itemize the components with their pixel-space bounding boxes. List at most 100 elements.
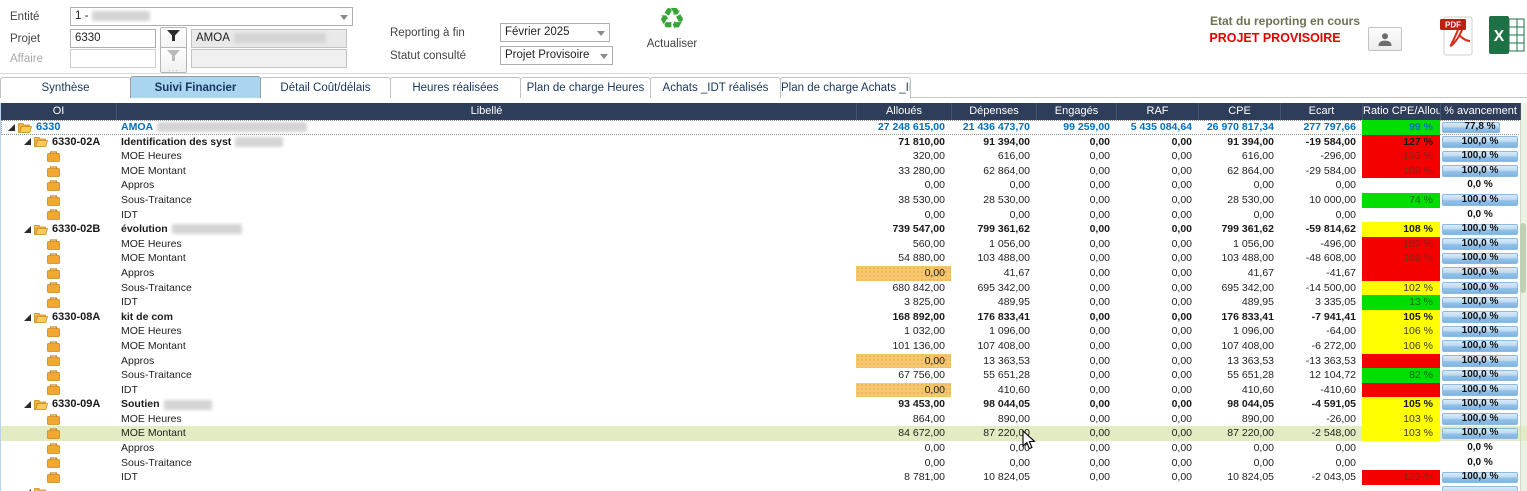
avancement-cell[interactable]: 0,0 % (1440, 208, 1520, 223)
cell-cpe[interactable]: 799 361,62 (1198, 222, 1280, 237)
cell-depenses[interactable]: 616,00 (951, 149, 1036, 164)
libelle-cell[interactable]: IDT (116, 470, 856, 485)
scrollbar-track[interactable] (1520, 456, 1527, 471)
avancement-cell[interactable]: 100,0 % (1440, 251, 1520, 266)
cell-ecart[interactable]: -410,60 (1280, 383, 1362, 398)
avancement-cell[interactable]: 100,0 % (1440, 412, 1520, 427)
cell-depenses[interactable]: 21 436 473,70 (951, 120, 1036, 135)
cell-engages[interactable]: 0,00 (1036, 441, 1116, 456)
cell-ecart[interactable]: -14 500,00 (1280, 281, 1362, 296)
oi-cell[interactable] (1, 470, 116, 485)
cell-engages[interactable]: 0,00 (1036, 178, 1116, 193)
cell-raf[interactable]: 0,00 (1116, 383, 1198, 398)
table-row[interactable]: 6330-02AIdentification des syst71 810,00… (1, 135, 1527, 150)
libelle-cell[interactable]: MOE Montant (116, 339, 856, 354)
ratio-cell[interactable]: 189 % (1362, 237, 1440, 252)
scrollbar-track[interactable] (1520, 295, 1527, 310)
cell-alloues[interactable]: 38 530,00 (856, 193, 951, 208)
oi-cell[interactable] (1, 295, 116, 310)
cell-engages[interactable]: 0,00 (1036, 149, 1116, 164)
cell-cpe[interactable]: 1 056,00 (1198, 237, 1280, 252)
oi-cell[interactable] (1, 485, 116, 491)
ratio-cell[interactable] (1362, 456, 1440, 471)
cell-depenses[interactable]: 55 651,28 (951, 368, 1036, 383)
cell-depenses[interactable]: 62 864,00 (951, 164, 1036, 179)
avancement-cell[interactable]: 77,8 % (1440, 120, 1520, 135)
cell-raf[interactable]: 0,00 (1116, 193, 1198, 208)
oi-cell[interactable] (1, 441, 116, 456)
cell-engages[interactable]: 0,00 (1036, 310, 1116, 325)
table-row[interactable]: Appros0,000,000,000,000,000,000,0 % (1, 441, 1527, 456)
cell-raf[interactable]: 0,00 (1116, 354, 1198, 369)
ratio-cell[interactable]: 99 % (1362, 120, 1440, 135)
cell-ecart[interactable]: -6 272,00 (1280, 339, 1362, 354)
oi-cell[interactable]: 6330 (1, 120, 116, 135)
scrollbar-track[interactable] (1520, 103, 1527, 120)
cell-depenses[interactable]: 28 530,00 (951, 193, 1036, 208)
table-row[interactable]: IDT8 781,0010 824,050,000,0010 824,05-2 … (1, 470, 1527, 485)
cell-ecart[interactable]: -41,67 (1280, 266, 1362, 281)
scrollbar-track[interactable] (1520, 164, 1527, 179)
table-row[interactable]: IDT0,000,000,000,000,000,000,0 % (1, 208, 1527, 223)
libelle-cell[interactable]: évolution (116, 222, 856, 237)
oi-cell[interactable] (1, 164, 116, 179)
cell-engages[interactable]: 0,00 (1036, 251, 1116, 266)
cell-ecart[interactable]: -26,00 (1280, 412, 1362, 427)
ratio-cell[interactable]: 82 % (1362, 368, 1440, 383)
cell-depenses[interactable]: 87 220,00 (951, 426, 1036, 441)
table-row[interactable]: IDT3 825,00489,950,000,00489,953 335,051… (1, 295, 1527, 310)
reporting-select[interactable]: Février 2025 (500, 23, 610, 42)
cell-cpe[interactable]: 10 824,05 (1198, 470, 1280, 485)
cell-alloues[interactable]: 93 453,00 (856, 397, 951, 412)
cell-cpe[interactable]: 489,95 (1198, 295, 1280, 310)
cell-cpe[interactable]: 98 044,05 (1198, 397, 1280, 412)
cell-ecart[interactable]: -2 043,05 (1280, 470, 1362, 485)
libelle-cell[interactable]: MOE Montant (116, 164, 856, 179)
cell-depenses[interactable]: 0,00 (951, 208, 1036, 223)
avancement-cell[interactable]: 100,0 % (1440, 222, 1520, 237)
oi-cell[interactable] (1, 383, 116, 398)
column-header-allou-s[interactable]: Alloués (856, 103, 951, 120)
ratio-cell[interactable]: 106 % (1362, 324, 1440, 339)
cell-depenses[interactable]: 176 833,41 (951, 310, 1036, 325)
oi-cell[interactable] (1, 426, 116, 441)
table-row[interactable]: 6330-08Akit de com168 892,00176 833,410,… (1, 310, 1527, 325)
cell-engages[interactable]: 0,00 (1036, 412, 1116, 427)
table-row[interactable]: Sous-Traitance67 756,0055 651,280,000,00… (1, 368, 1527, 383)
oi-cell[interactable] (1, 368, 116, 383)
scrollbar-track[interactable] (1520, 397, 1527, 412)
cell-alloues[interactable]: 3 825,00 (856, 295, 951, 310)
ratio-cell[interactable] (1362, 383, 1440, 398)
table-row[interactable]: MOE Heures560,001 056,000,000,001 056,00… (1, 237, 1527, 252)
oi-cell[interactable] (1, 412, 116, 427)
cell-alloues[interactable]: 71 810,00 (856, 135, 951, 150)
ratio-cell[interactable]: 123 % (1362, 470, 1440, 485)
column-header-cpe[interactable]: CPE (1198, 103, 1280, 120)
avancement-cell[interactable]: 100,0 % (1440, 324, 1520, 339)
cell-depenses[interactable]: 41,67 (951, 266, 1036, 281)
cell-engages[interactable]: 0,00 (1036, 397, 1116, 412)
cell-cpe[interactable]: 176 833,41 (1198, 310, 1280, 325)
cell-depenses[interactable]: 0,00 (951, 456, 1036, 471)
avancement-cell[interactable]: 100,0 % (1440, 295, 1520, 310)
cell-cpe[interactable]: 695 342,00 (1198, 281, 1280, 296)
column-header-libell-[interactable]: Libellé (116, 103, 856, 120)
libelle-cell[interactable]: Sous-Traitance (116, 368, 856, 383)
scrollbar-track[interactable] (1520, 120, 1527, 135)
cell-alloues[interactable]: 0,00 (856, 383, 951, 398)
cell-alloues[interactable]: 1 032,00 (856, 324, 951, 339)
libelle-cell[interactable]: MOE Heures (116, 149, 856, 164)
table-row[interactable]: 6330-02Bévolution739 547,00799 361,620,0… (1, 222, 1527, 237)
tab-heures-r-alis-es[interactable]: Heures réalisées (390, 77, 521, 98)
libelle-cell[interactable]: Identification des syst (116, 135, 856, 150)
oi-cell[interactable] (1, 251, 116, 266)
cell-raf[interactable]: 0,00 (1116, 426, 1198, 441)
column-header-ecart[interactable]: Ecart (1280, 103, 1362, 120)
table-row[interactable]: Sous-Traitance680 842,00695 342,000,000,… (1, 281, 1527, 296)
libelle-cell[interactable]: Soutien (116, 397, 856, 412)
tab-synth-se[interactable]: Synthèse (0, 77, 131, 98)
cell-depenses[interactable]: 0,00 (951, 178, 1036, 193)
ratio-cell[interactable]: 127 % (1362, 135, 1440, 150)
cell-cpe[interactable]: 0,00 (1198, 178, 1280, 193)
statut-select[interactable]: Projet Provisoire (500, 46, 613, 65)
